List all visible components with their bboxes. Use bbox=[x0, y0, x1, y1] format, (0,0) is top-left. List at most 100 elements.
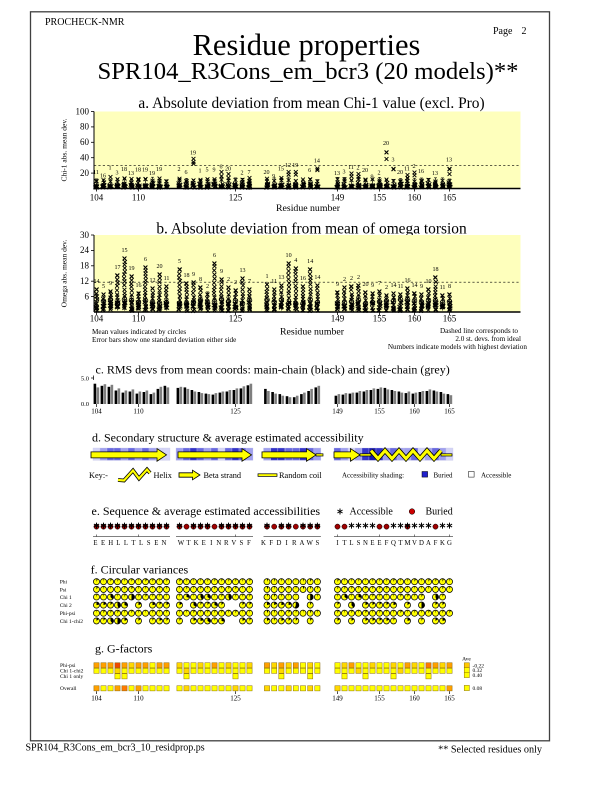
svg-text:N: N bbox=[216, 540, 221, 547]
svg-text:13: 13 bbox=[278, 275, 284, 281]
svg-text:8: 8 bbox=[199, 277, 202, 283]
svg-text:6: 6 bbox=[308, 168, 311, 174]
svg-text:104: 104 bbox=[91, 408, 102, 416]
svg-text:Residue properties: Residue properties bbox=[193, 28, 421, 62]
svg-text:Phi: Phi bbox=[60, 580, 68, 586]
svg-text:16: 16 bbox=[100, 174, 106, 180]
svg-text:SPR104_R3Cons_em_bcr3_10_resid: SPR104_R3Cons_em_bcr3_10_residprop.ps bbox=[26, 743, 205, 754]
svg-text:16: 16 bbox=[404, 278, 410, 284]
svg-text:I: I bbox=[285, 540, 288, 547]
svg-text:165: 165 bbox=[443, 314, 457, 324]
svg-text:Chi 1: Chi 1 bbox=[60, 595, 72, 601]
svg-text:12: 12 bbox=[149, 278, 155, 284]
svg-text:Buried: Buried bbox=[426, 507, 453, 518]
svg-text:Error bars show one standard d: Error bars show one standard deviation e… bbox=[92, 336, 236, 344]
svg-text:1: 1 bbox=[265, 274, 268, 280]
svg-text:13: 13 bbox=[128, 171, 134, 177]
svg-text:19: 19 bbox=[149, 171, 155, 177]
svg-text:Dashed line corresponds to: Dashed line corresponds to bbox=[440, 327, 518, 335]
svg-text:9: 9 bbox=[192, 272, 195, 278]
svg-text:W: W bbox=[306, 540, 313, 547]
svg-text:Chi 1-chi2: Chi 1-chi2 bbox=[60, 619, 84, 625]
svg-text:L: L bbox=[116, 540, 120, 547]
svg-text:3: 3 bbox=[391, 157, 394, 163]
svg-text:b. Absolute deviation from mea: b. Absolute deviation from mean of omega… bbox=[156, 221, 467, 238]
svg-text:15: 15 bbox=[278, 167, 284, 173]
svg-text:T: T bbox=[131, 540, 136, 547]
svg-text:Residue number: Residue number bbox=[280, 327, 345, 338]
svg-text:104: 104 bbox=[90, 314, 104, 324]
svg-text:K: K bbox=[194, 540, 199, 547]
svg-text:9: 9 bbox=[371, 283, 374, 289]
svg-text:80: 80 bbox=[80, 122, 90, 132]
svg-text:104: 104 bbox=[90, 193, 104, 203]
svg-text:9: 9 bbox=[212, 168, 215, 174]
svg-text:Omega abs. mean dev.: Omega abs. mean dev. bbox=[60, 240, 69, 308]
svg-text:8: 8 bbox=[448, 284, 451, 290]
svg-text:S: S bbox=[147, 540, 151, 547]
svg-text:Helix: Helix bbox=[154, 471, 173, 480]
svg-text:125: 125 bbox=[229, 314, 243, 324]
svg-text:W: W bbox=[178, 540, 185, 547]
svg-text:I: I bbox=[336, 540, 339, 547]
svg-text:155: 155 bbox=[373, 193, 387, 203]
svg-text:20: 20 bbox=[263, 170, 269, 176]
svg-text:3: 3 bbox=[342, 170, 345, 176]
svg-text:11: 11 bbox=[93, 170, 99, 176]
svg-text:149: 149 bbox=[332, 695, 343, 703]
svg-text:E: E bbox=[101, 540, 105, 547]
svg-text:0.0: 0.0 bbox=[81, 401, 89, 408]
svg-text:11: 11 bbox=[164, 276, 170, 282]
svg-text:14: 14 bbox=[307, 259, 313, 265]
svg-text:160: 160 bbox=[409, 408, 420, 416]
svg-text:f. Circular variances: f. Circular variances bbox=[91, 563, 189, 577]
svg-text:Chi 1-chi2: Chi 1-chi2 bbox=[60, 669, 84, 675]
svg-text:6: 6 bbox=[213, 253, 216, 259]
svg-text:14: 14 bbox=[314, 159, 320, 165]
svg-text:Accessibility shading:: Accessibility shading: bbox=[342, 472, 404, 480]
svg-text:2: 2 bbox=[240, 170, 243, 176]
svg-text:2: 2 bbox=[177, 167, 180, 173]
svg-text:10: 10 bbox=[286, 253, 292, 259]
svg-text:10: 10 bbox=[425, 279, 431, 285]
svg-text:5: 5 bbox=[205, 168, 208, 174]
svg-text:18: 18 bbox=[80, 261, 90, 271]
svg-text:Page: Page bbox=[493, 26, 513, 37]
svg-text:0.40: 0.40 bbox=[473, 673, 483, 679]
svg-text:18: 18 bbox=[432, 267, 438, 273]
svg-text:6: 6 bbox=[219, 165, 222, 171]
svg-text:Buried: Buried bbox=[434, 472, 454, 480]
svg-text:20: 20 bbox=[80, 168, 90, 178]
svg-text:5.0: 5.0 bbox=[81, 376, 89, 383]
svg-text:K: K bbox=[440, 540, 445, 547]
svg-text:Ave: Ave bbox=[462, 657, 471, 663]
svg-text:K: K bbox=[261, 540, 266, 547]
svg-text:D: D bbox=[276, 540, 281, 547]
svg-text:5: 5 bbox=[178, 259, 181, 265]
svg-text:125: 125 bbox=[230, 695, 241, 703]
svg-text:F: F bbox=[247, 540, 251, 547]
svg-text:7: 7 bbox=[378, 281, 381, 287]
svg-text:18: 18 bbox=[135, 168, 141, 174]
svg-text:16: 16 bbox=[418, 169, 424, 175]
svg-text:24: 24 bbox=[80, 245, 90, 255]
svg-text:2: 2 bbox=[522, 26, 527, 37]
svg-text:20: 20 bbox=[156, 264, 162, 270]
svg-text:19: 19 bbox=[292, 163, 298, 169]
svg-text:Accessible: Accessible bbox=[350, 507, 394, 518]
svg-text:125: 125 bbox=[230, 408, 241, 416]
svg-text:19: 19 bbox=[128, 266, 134, 272]
svg-text:160: 160 bbox=[409, 695, 420, 703]
svg-text:165: 165 bbox=[444, 408, 455, 416]
svg-text:F: F bbox=[434, 540, 438, 547]
svg-text:14: 14 bbox=[390, 283, 396, 289]
svg-text:2: 2 bbox=[357, 275, 360, 281]
svg-text:V: V bbox=[412, 540, 417, 547]
svg-text:N: N bbox=[161, 540, 166, 547]
svg-text:F: F bbox=[269, 540, 273, 547]
svg-text:18: 18 bbox=[183, 273, 189, 279]
svg-text:16: 16 bbox=[300, 276, 306, 282]
svg-text:T: T bbox=[187, 540, 192, 547]
svg-text:19: 19 bbox=[156, 167, 162, 173]
svg-text:6: 6 bbox=[85, 291, 90, 301]
